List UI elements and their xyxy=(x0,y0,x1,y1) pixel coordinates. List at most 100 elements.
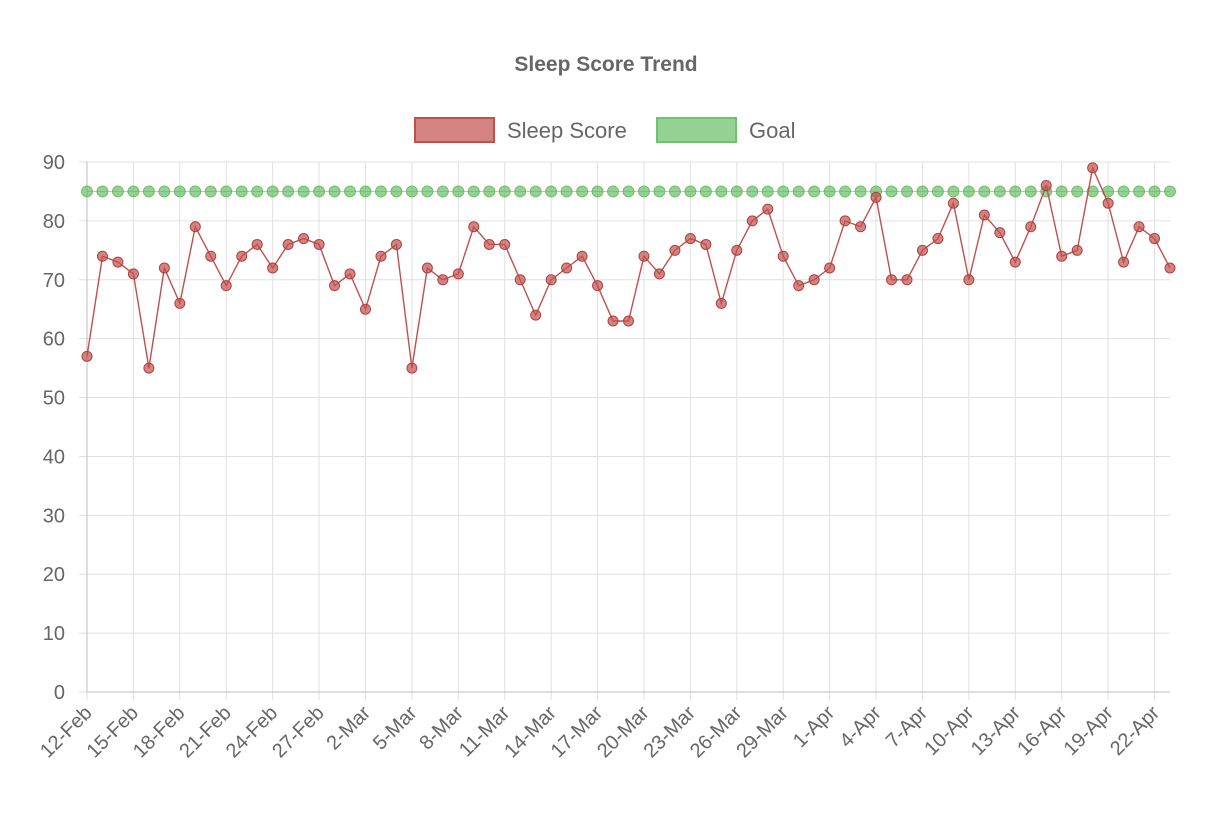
data-point-goal[interactable] xyxy=(297,185,310,198)
data-point-sleep-score[interactable] xyxy=(344,268,356,280)
data-point-sleep-score[interactable] xyxy=(839,215,851,227)
data-point-sleep-score[interactable] xyxy=(700,238,712,250)
data-point-goal[interactable] xyxy=(127,185,140,198)
data-point-sleep-score[interactable] xyxy=(220,280,232,292)
data-point-sleep-score[interactable] xyxy=(607,315,619,327)
data-point-goal[interactable] xyxy=(266,185,279,198)
data-point-sleep-score[interactable] xyxy=(793,280,805,292)
data-point-sleep-score[interactable] xyxy=(684,233,696,245)
data-point-sleep-score[interactable] xyxy=(1164,262,1176,274)
data-point-goal[interactable] xyxy=(777,185,790,198)
data-point-goal[interactable] xyxy=(220,185,233,198)
data-point-sleep-score[interactable] xyxy=(468,221,480,233)
data-point-sleep-score[interactable] xyxy=(158,262,170,274)
data-point-goal[interactable] xyxy=(746,185,759,198)
data-point-goal[interactable] xyxy=(204,185,217,198)
data-point-goal[interactable] xyxy=(1086,185,1099,198)
data-point-sleep-score[interactable] xyxy=(189,221,201,233)
data-point-sleep-score[interactable] xyxy=(947,197,959,209)
data-point-sleep-score[interactable] xyxy=(623,315,634,327)
data-point-goal[interactable] xyxy=(885,185,898,198)
data-point-goal[interactable] xyxy=(962,185,975,198)
data-point-sleep-score[interactable] xyxy=(1071,244,1083,256)
data-point-sleep-score[interactable] xyxy=(545,274,557,286)
data-point-sleep-score[interactable] xyxy=(746,215,758,227)
data-point-goal[interactable] xyxy=(1009,185,1022,198)
data-point-sleep-score[interactable] xyxy=(561,262,573,274)
data-point-sleep-score[interactable] xyxy=(731,244,743,256)
data-point-goal[interactable] xyxy=(1071,185,1084,198)
data-point-goal[interactable] xyxy=(576,185,589,198)
data-point-sleep-score[interactable] xyxy=(886,274,898,286)
data-point-sleep-score[interactable] xyxy=(963,274,975,286)
data-point-sleep-score[interactable] xyxy=(236,250,248,262)
data-point-goal[interactable] xyxy=(545,185,558,198)
data-point-goal[interactable] xyxy=(978,185,991,198)
data-point-sleep-score[interactable] xyxy=(576,250,588,262)
data-point-sleep-score[interactable] xyxy=(1118,256,1130,268)
data-point-sleep-score[interactable] xyxy=(421,262,433,274)
legend-item-goal[interactable]: Goal xyxy=(656,117,795,143)
data-point-sleep-score[interactable] xyxy=(978,209,990,221)
data-point-goal[interactable] xyxy=(390,185,403,198)
data-point-goal[interactable] xyxy=(452,185,465,198)
data-point-goal[interactable] xyxy=(529,185,542,198)
data-point-sleep-score[interactable] xyxy=(916,244,928,256)
data-point-sleep-score[interactable] xyxy=(406,362,418,374)
data-point-goal[interactable] xyxy=(839,185,852,198)
data-point-sleep-score[interactable] xyxy=(530,309,542,321)
data-point-sleep-score[interactable] xyxy=(267,262,279,274)
data-point-sleep-score[interactable] xyxy=(653,268,665,280)
data-point-sleep-score[interactable] xyxy=(762,203,774,215)
data-point-sleep-score[interactable] xyxy=(437,274,449,286)
data-point-goal[interactable] xyxy=(374,185,387,198)
data-point-goal[interactable] xyxy=(993,185,1006,198)
data-point-sleep-score[interactable] xyxy=(313,238,325,250)
data-point-goal[interactable] xyxy=(498,185,511,198)
data-point-goal[interactable] xyxy=(1117,185,1130,198)
data-point-goal[interactable] xyxy=(900,185,913,198)
data-point-sleep-score[interactable] xyxy=(174,297,186,309)
data-point-sleep-score[interactable] xyxy=(452,268,464,280)
data-point-goal[interactable] xyxy=(467,185,480,198)
data-point-sleep-score[interactable] xyxy=(112,256,124,268)
data-point-sleep-score[interactable] xyxy=(359,303,371,315)
data-point-goal[interactable] xyxy=(668,185,681,198)
data-point-sleep-score[interactable] xyxy=(127,268,139,280)
data-point-sleep-score[interactable] xyxy=(375,250,387,262)
data-point-goal[interactable] xyxy=(715,185,728,198)
data-point-sleep-score[interactable] xyxy=(390,238,402,250)
data-point-goal[interactable] xyxy=(514,185,527,198)
data-point-sleep-score[interactable] xyxy=(638,250,650,262)
data-point-goal[interactable] xyxy=(730,185,743,198)
data-point-sleep-score[interactable] xyxy=(1087,162,1099,174)
data-point-goal[interactable] xyxy=(591,185,604,198)
data-point-sleep-score[interactable] xyxy=(592,280,604,292)
data-point-sleep-score[interactable] xyxy=(205,250,217,262)
data-point-goal[interactable] xyxy=(1133,185,1146,198)
legend-item-sleep-score[interactable]: Sleep Score xyxy=(414,117,627,143)
data-point-goal[interactable] xyxy=(344,185,357,198)
data-point-goal[interactable] xyxy=(421,185,434,198)
data-point-goal[interactable] xyxy=(142,185,155,198)
data-point-sleep-score[interactable] xyxy=(932,233,944,245)
data-point-sleep-score[interactable] xyxy=(901,274,913,286)
data-point-sleep-score[interactable] xyxy=(824,262,836,274)
data-point-sleep-score[interactable] xyxy=(669,244,681,256)
data-point-goal[interactable] xyxy=(931,185,944,198)
data-point-goal[interactable] xyxy=(699,185,712,198)
data-point-goal[interactable] xyxy=(854,185,867,198)
data-point-goal[interactable] xyxy=(111,185,124,198)
data-point-sleep-score[interactable] xyxy=(870,191,882,203)
data-point-goal[interactable] xyxy=(761,185,774,198)
data-point-sleep-score[interactable] xyxy=(143,362,155,374)
data-point-goal[interactable] xyxy=(947,185,960,198)
data-point-sleep-score[interactable] xyxy=(1025,221,1037,233)
data-point-goal[interactable] xyxy=(405,185,418,198)
data-point-goal[interactable] xyxy=(653,185,666,198)
data-point-goal[interactable] xyxy=(1148,185,1161,198)
data-point-sleep-score[interactable] xyxy=(483,238,495,250)
data-point-goal[interactable] xyxy=(173,185,186,198)
data-point-sleep-score[interactable] xyxy=(329,280,341,292)
data-point-goal[interactable] xyxy=(637,185,650,198)
